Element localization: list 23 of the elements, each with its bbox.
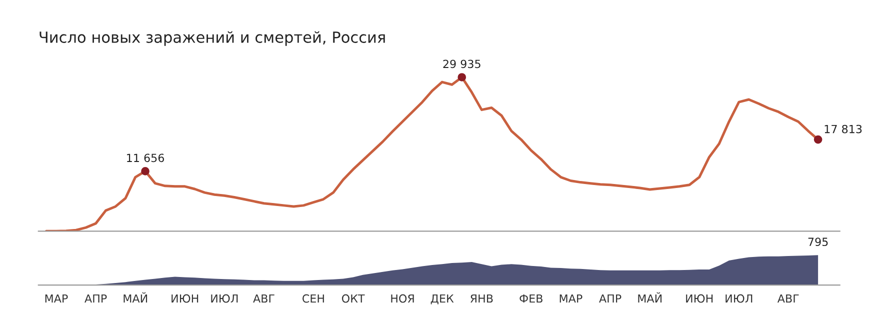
x-tick-label: АВГ <box>253 294 274 303</box>
x-tick-label: ИЮН <box>172 294 198 303</box>
data-label: 29 935 <box>443 60 480 68</box>
x-tick-label: ИЮЛ <box>211 294 238 303</box>
x-tick-label: НОЯ <box>391 294 414 303</box>
data-label: 11 656 <box>127 154 164 162</box>
x-tick-label: ОКТ <box>342 294 365 303</box>
x-tick-label: МАЙ <box>638 292 662 303</box>
x-tick-label: ФЕВ <box>520 294 542 303</box>
x-tick-label: ЯНВ <box>470 294 493 303</box>
chart-title: Число новых заражений и смертей, Россия <box>40 31 385 46</box>
x-tick-label: МАЙ <box>124 292 148 303</box>
x-tick-label: ИЮЛ <box>726 294 752 303</box>
x-tick-label: МАР <box>45 294 68 303</box>
x-tick-label: МАР <box>560 294 582 303</box>
x-tick-label: АВГ <box>777 294 799 303</box>
x-tick-label: ИЮН <box>686 294 713 303</box>
data-label: 17 813 <box>824 124 862 134</box>
x-tick-label: СЕН <box>302 294 324 303</box>
x-tick-label: ДЕК <box>430 294 454 304</box>
text: 795 <box>808 238 828 246</box>
x-tick-label: АПР <box>599 294 622 303</box>
x-tick-label: АПР <box>84 294 107 303</box>
